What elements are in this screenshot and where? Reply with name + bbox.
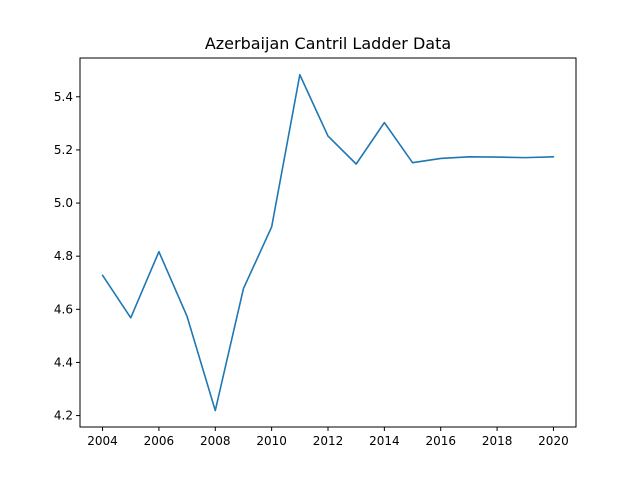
y-tick-label: 4.8 xyxy=(54,249,73,263)
x-tick-label: 2008 xyxy=(200,434,231,448)
x-tick-label: 2020 xyxy=(538,434,569,448)
x-tick-label: 2012 xyxy=(313,434,344,448)
y-tick-label: 5.2 xyxy=(54,143,73,157)
y-tick-label: 4.4 xyxy=(54,355,73,369)
x-tick-label: 2016 xyxy=(425,434,456,448)
axes-frame xyxy=(79,57,577,428)
x-tick-label: 2010 xyxy=(256,434,287,448)
y-tick-label: 5.0 xyxy=(54,196,73,210)
chart-title: Azerbaijan Cantril Ladder Data xyxy=(205,34,451,53)
x-tick-label: 2018 xyxy=(482,434,513,448)
y-tick-label: 5.4 xyxy=(54,90,73,104)
x-tick-label: 2014 xyxy=(369,434,400,448)
x-axis: 2004 2006 2008 2010 2012 2014 2016 2018 2020 xyxy=(87,427,569,448)
series-line xyxy=(101,73,555,412)
y-tick-label: 4.2 xyxy=(54,409,73,423)
y-tick-label: 4.6 xyxy=(54,302,73,316)
x-tick-label: 2004 xyxy=(87,434,118,448)
x-tick-label: 2006 xyxy=(144,434,175,448)
y-axis: 4.2 4.4 4.6 4.8 5.0 5.2 5.4 xyxy=(54,90,80,423)
